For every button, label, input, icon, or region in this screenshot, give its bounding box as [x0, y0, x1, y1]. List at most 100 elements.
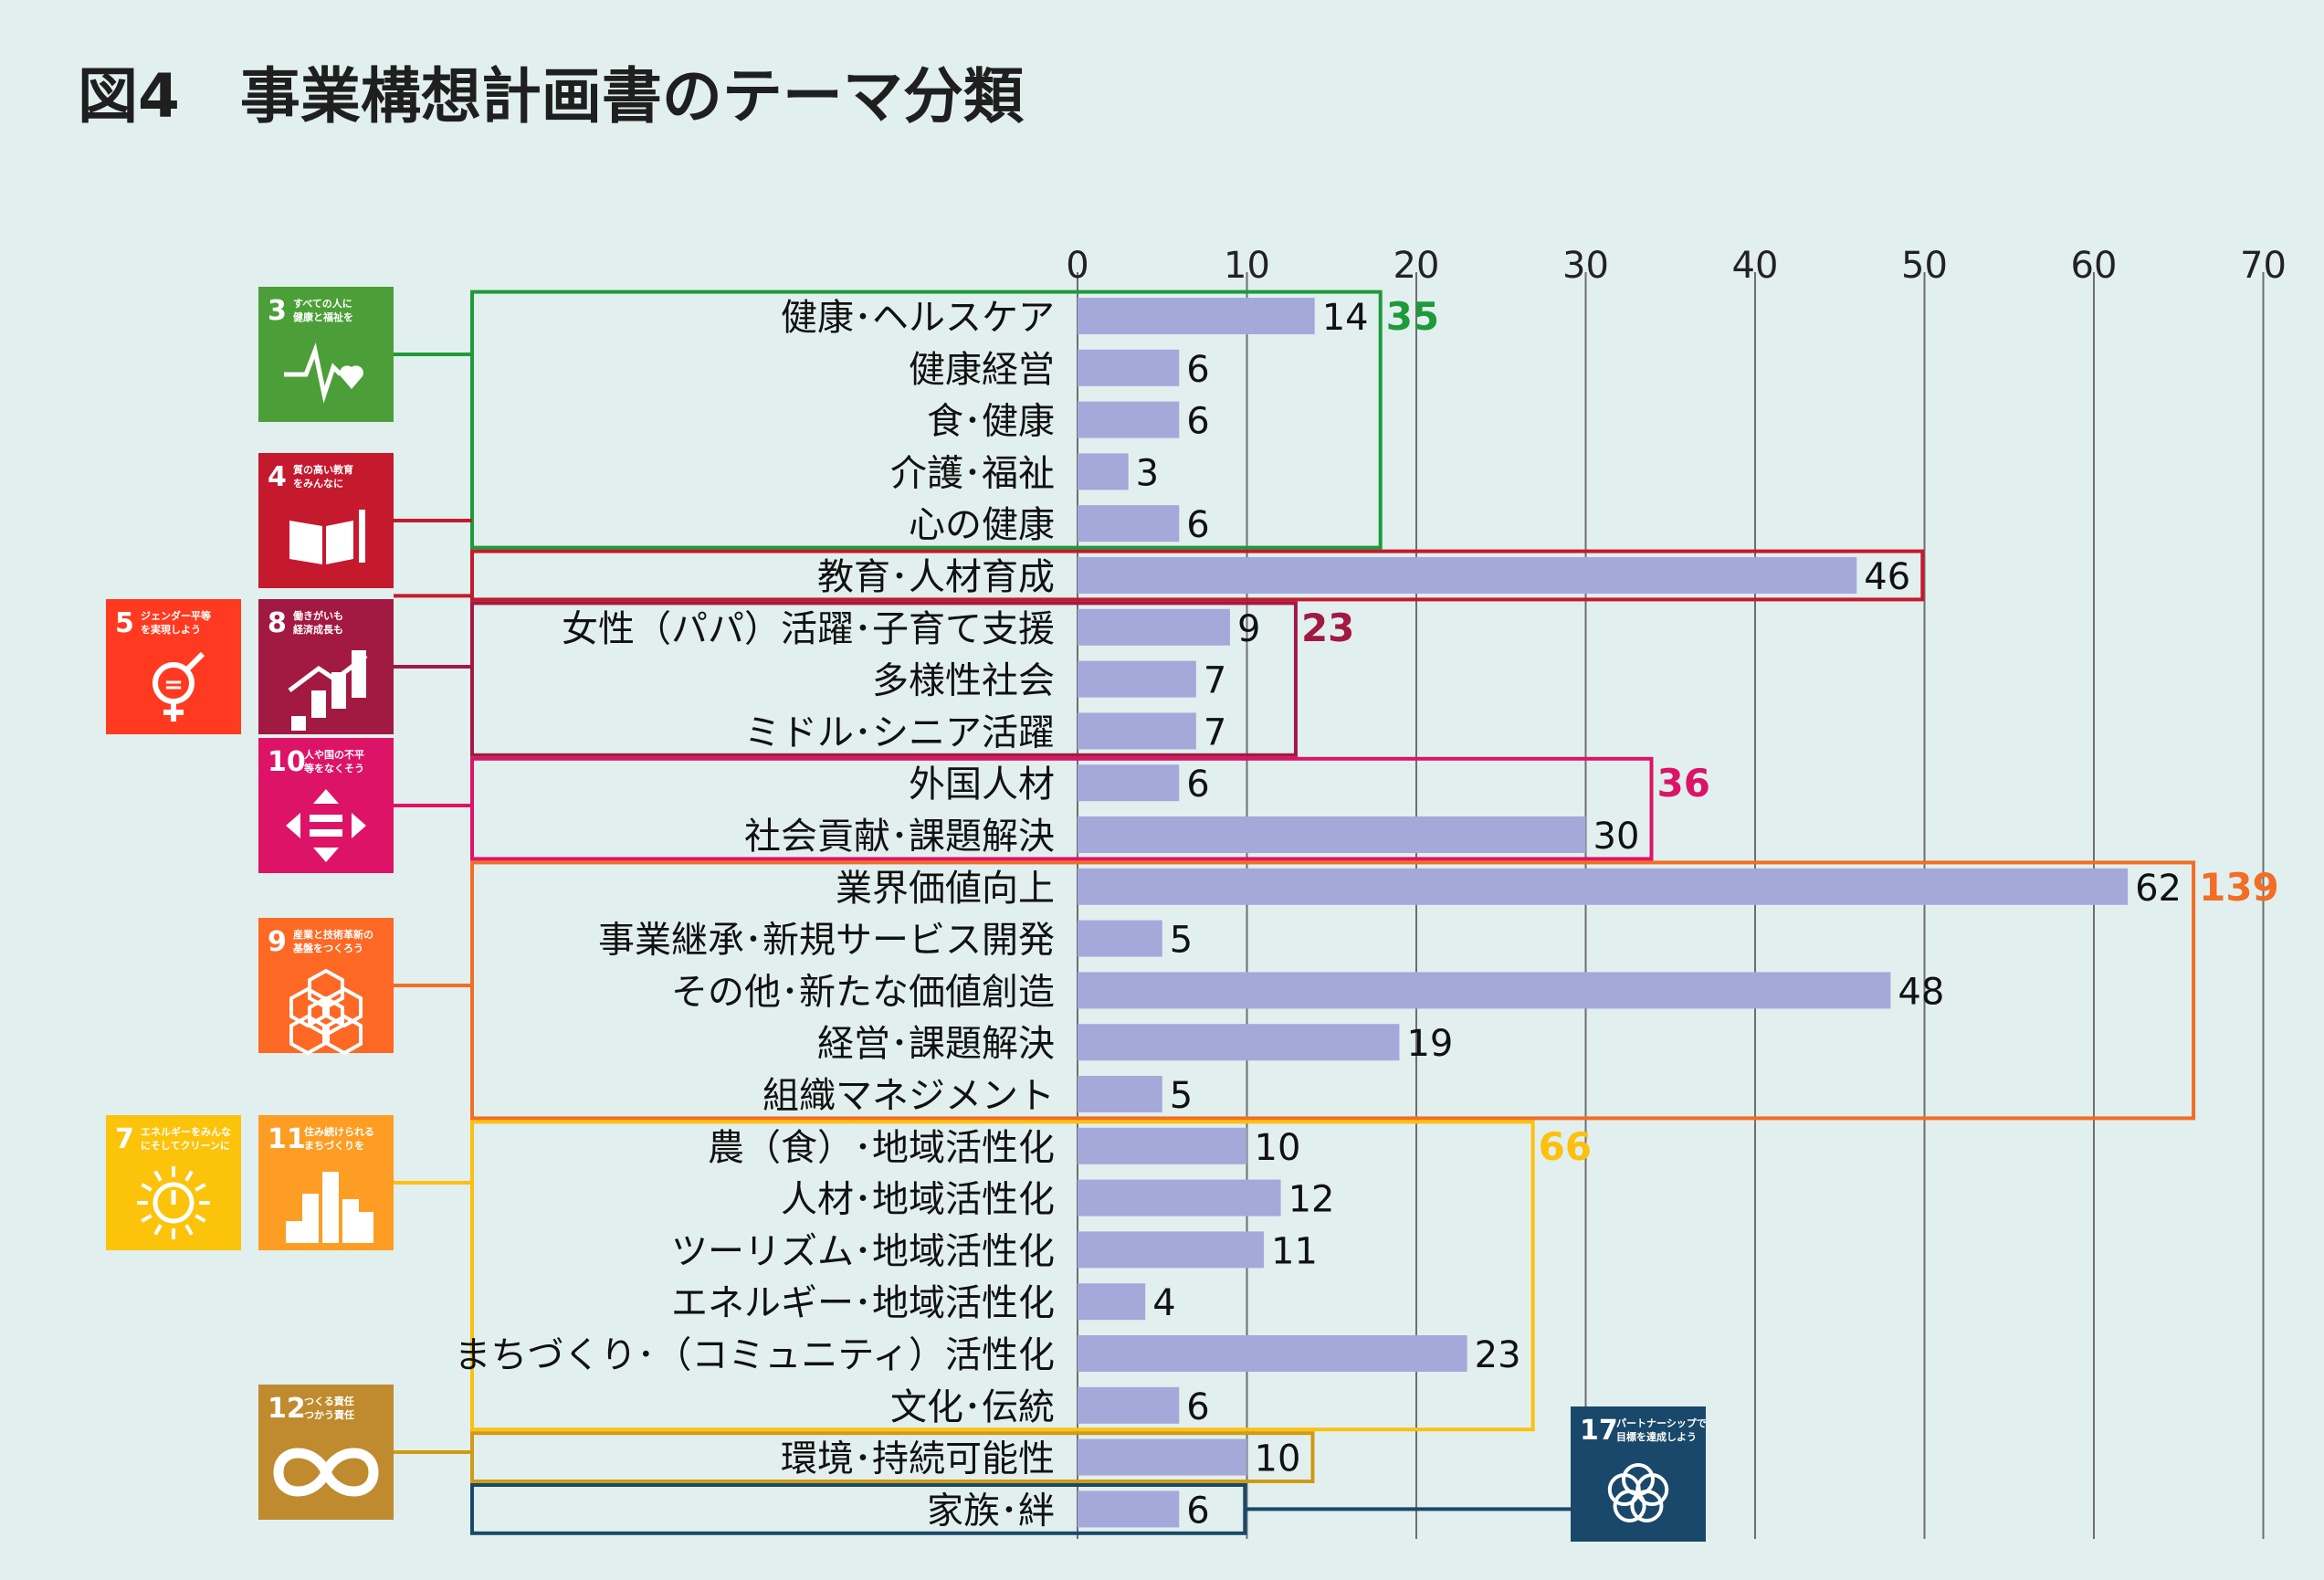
value-label: 6	[1186, 1386, 1209, 1428]
bar	[1078, 1283, 1146, 1321]
sdg-caption: エネルギーをみんな	[141, 1125, 231, 1138]
sdg-caption: つくる責任	[304, 1395, 354, 1407]
sdg-caption: 質の高い教育	[293, 463, 353, 476]
value-label: 9	[1237, 608, 1260, 650]
group-frame	[470, 290, 1383, 550]
category-label: 女性（パパ）活躍･子育て支援	[562, 608, 1055, 650]
sdg-caption: 働きがいも	[292, 609, 343, 622]
category-label: 健康･ヘルスケア	[781, 297, 1055, 339]
sdg-number: 7	[115, 1123, 134, 1155]
building-shape	[322, 1172, 339, 1243]
sun-ray	[153, 1224, 163, 1236]
category-label: 農（食）･地域活性化	[708, 1127, 1055, 1169]
x-tick-label: 10	[1224, 245, 1270, 287]
bar	[1078, 298, 1315, 334]
sun-ray	[184, 1170, 194, 1182]
category-label: ツーリズム･地域活性化	[671, 1230, 1055, 1272]
value-label: 6	[1186, 401, 1209, 443]
group-total: 139	[2199, 865, 2279, 910]
category-label: 組織マネジメント	[762, 1075, 1055, 1117]
bar	[1078, 1179, 1281, 1217]
value-label: 6	[1186, 1490, 1209, 1532]
infinity-shape	[273, 1448, 379, 1497]
category-label: 文化･伝統	[890, 1386, 1055, 1428]
value-label: 6	[1186, 349, 1209, 391]
sun-ray	[184, 1224, 194, 1236]
chart-title: 図4 事業構想計画書のテーマ分類	[78, 61, 1025, 132]
value-label: 6	[1186, 764, 1209, 806]
building-shape	[286, 1221, 302, 1243]
sdg-caption: 目標を達成しよう	[1616, 1430, 1697, 1443]
sdg-number: 11	[268, 1123, 306, 1155]
sun-ray	[195, 1214, 206, 1223]
group-total: 23	[1301, 606, 1354, 650]
sdg-caption: パートナーシップで	[1616, 1417, 1707, 1429]
value-label: 7	[1204, 711, 1226, 753]
category-label: 経営･課題解決	[817, 1023, 1055, 1065]
category-label: エネルギー･地域活性化	[671, 1282, 1055, 1324]
sdg-caption: を実現しよう	[141, 623, 201, 636]
sdg-caption: をみんなに	[293, 478, 343, 490]
flower-ring	[1607, 1473, 1641, 1507]
sdg-caption: 住み続けられる	[304, 1125, 374, 1138]
icon-connectors	[394, 353, 1571, 1512]
category-label: その他･新たな価値創造	[671, 971, 1055, 1013]
value-label: 62	[2135, 868, 2182, 910]
flower-ring	[1613, 1489, 1646, 1522]
arrow-shapes	[286, 789, 366, 862]
cube-shape	[326, 1014, 363, 1056]
group-frame	[470, 1431, 1315, 1483]
bar	[1078, 660, 1196, 698]
category-label: 教育･人材育成	[817, 556, 1055, 598]
sun-ray	[153, 1170, 163, 1182]
sdg-caption: ジェンダー平等	[141, 609, 211, 622]
bars	[1078, 298, 2129, 1528]
bar	[1078, 920, 1162, 957]
bar	[1078, 816, 1586, 853]
building-shape	[342, 1199, 359, 1243]
bar	[1078, 1076, 1162, 1112]
category-label: 業界価値向上	[836, 868, 1055, 910]
category-label: 人材･地域活性化	[781, 1179, 1055, 1221]
building-shape	[302, 1194, 319, 1243]
x-tick-label: 40	[1732, 245, 1779, 287]
category-label: 健康経営	[909, 349, 1055, 391]
bar	[1078, 1438, 1247, 1476]
bar	[1078, 868, 2129, 905]
sdg-caption: 経済成長も	[293, 623, 343, 636]
sdg-number: 4	[268, 461, 287, 493]
category-label: 社会貢献･課題解決	[744, 816, 1055, 858]
category-label: 事業継承･新規サービス開発	[598, 920, 1055, 962]
value-label: 19	[1406, 1023, 1453, 1065]
bar	[1078, 1127, 1247, 1164]
value-label: 23	[1475, 1334, 1521, 1376]
category-label: 食･健康	[927, 401, 1055, 443]
category-label: ミドル･シニア活躍	[744, 711, 1055, 753]
value-label: 11	[1271, 1230, 1318, 1272]
x-axis-ticks: 0 10 20 30 40 50 60 70	[1066, 245, 2287, 287]
x-tick-label: 0	[1066, 245, 1088, 287]
sun-ring	[152, 1182, 195, 1224]
sdg-tile	[258, 287, 394, 422]
sdg-caption: にそしてクリーンに	[141, 1140, 230, 1152]
sdg-number: 3	[268, 295, 287, 327]
category-label: 環境･持続可能性	[781, 1438, 1055, 1480]
value-label: 5	[1170, 1075, 1193, 1117]
equal-bar-top	[310, 815, 342, 822]
x-tick-label: 30	[1562, 245, 1609, 287]
x-tick-label: 60	[2071, 245, 2118, 287]
group-frame	[470, 756, 1654, 861]
bar	[1078, 972, 1891, 1009]
category-label: 外国人材	[909, 764, 1055, 806]
sdg-number: 5	[115, 607, 134, 639]
category-label: 介護･福祉	[890, 452, 1055, 494]
pencil-shape	[359, 510, 365, 563]
